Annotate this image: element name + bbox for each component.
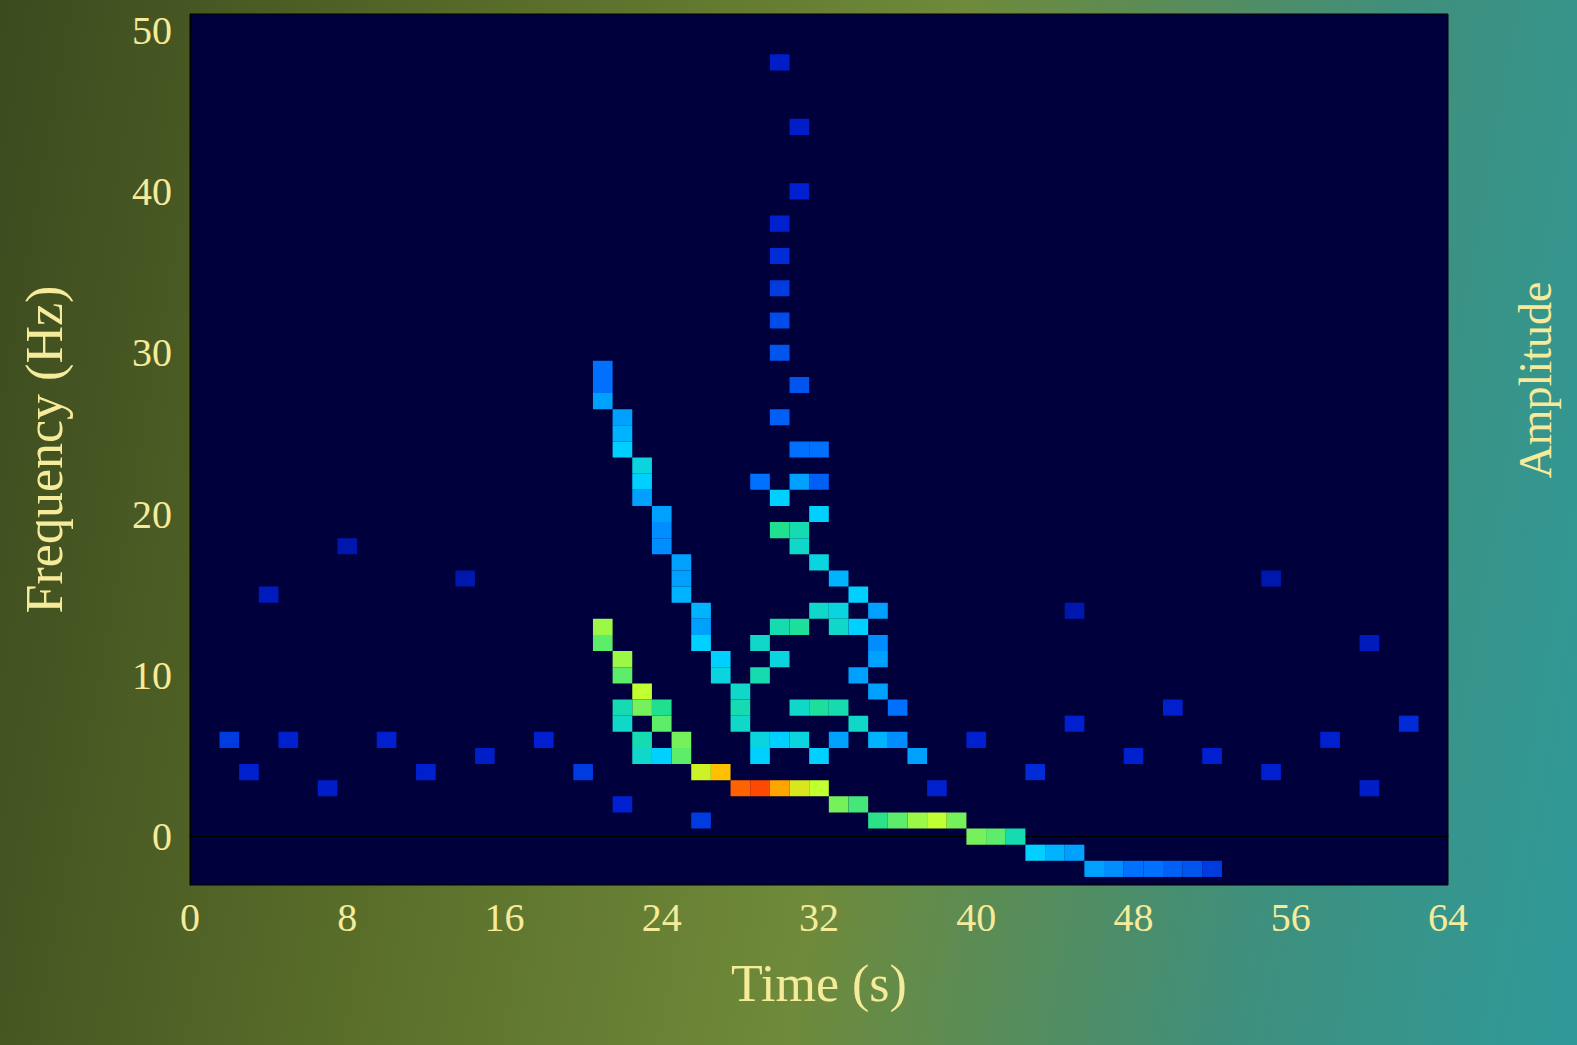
svg-text:32: 32 xyxy=(799,895,839,940)
svg-text:Time (s): Time (s) xyxy=(731,955,907,1013)
svg-text:8: 8 xyxy=(337,895,357,940)
svg-text:48: 48 xyxy=(1114,895,1154,940)
svg-text:Frequency (Hz): Frequency (Hz) xyxy=(16,286,74,614)
svg-text:30: 30 xyxy=(132,330,172,375)
svg-text:40: 40 xyxy=(956,895,996,940)
svg-text:56: 56 xyxy=(1271,895,1311,940)
svg-text:Amplitude: Amplitude xyxy=(1510,282,1561,479)
svg-text:0: 0 xyxy=(180,895,200,940)
svg-text:16: 16 xyxy=(485,895,525,940)
svg-text:10: 10 xyxy=(132,653,172,698)
svg-text:24: 24 xyxy=(642,895,682,940)
svg-text:0: 0 xyxy=(152,814,172,859)
svg-text:20: 20 xyxy=(132,492,172,537)
svg-text:40: 40 xyxy=(132,169,172,214)
svg-text:64: 64 xyxy=(1428,895,1468,940)
svg-text:50: 50 xyxy=(132,8,172,53)
